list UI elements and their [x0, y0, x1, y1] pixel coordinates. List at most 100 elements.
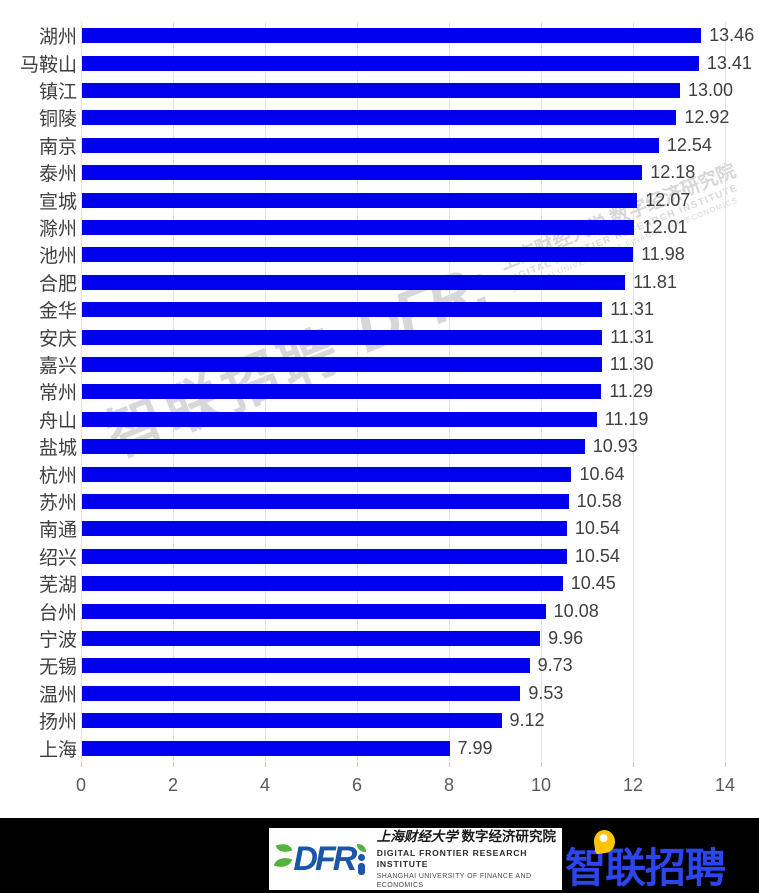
- city-label: 舟山: [38, 410, 77, 432]
- value-label: 11.81: [633, 271, 677, 292]
- value-label: 10.93: [592, 436, 638, 457]
- city-label: 安庆: [38, 328, 77, 350]
- tick-mark: [265, 762, 266, 767]
- bar: [82, 685, 521, 701]
- bar: [82, 28, 702, 44]
- tick-mark: [633, 762, 634, 767]
- city-label: 池州: [38, 246, 77, 268]
- value-label: 9.12: [509, 710, 545, 731]
- bar-row: 常州 11.29: [0, 378, 759, 405]
- city-label: 南京: [38, 136, 77, 158]
- value-label: 13.00: [688, 79, 734, 100]
- bar-row: 杭州 10.64: [0, 460, 759, 487]
- leaf-icon: [275, 840, 293, 856]
- city-label: 温州: [38, 684, 77, 706]
- city-label: 盐城: [38, 438, 77, 460]
- value-label: 11.30: [609, 353, 654, 374]
- city-label: 芜湖: [38, 575, 77, 597]
- dfri-letters: DFR: [293, 839, 357, 878]
- bar-row: 宁波 9.96: [0, 625, 759, 652]
- institute-cn-name: 数字经济研究院: [461, 828, 557, 844]
- bar: [82, 137, 659, 153]
- bar: [82, 493, 569, 509]
- tick-mark: [541, 762, 542, 767]
- bar-row: 泰州 12.18: [0, 159, 759, 186]
- city-label: 台州: [38, 602, 77, 624]
- value-label: 10.54: [574, 545, 620, 566]
- bar-row: 嘉兴 11.30: [0, 351, 759, 378]
- x-axis: 0 2 4 6 8 10 12 14: [0, 762, 759, 807]
- bar: [82, 247, 634, 263]
- bar: [82, 411, 597, 427]
- bar-row: 滁州 12.01: [0, 214, 759, 241]
- bar: [82, 192, 638, 208]
- bar: [82, 274, 626, 290]
- bar: [82, 356, 602, 372]
- city-label: 绍兴: [38, 547, 77, 569]
- value-label: 11.31: [610, 299, 654, 320]
- x-tick-label: 2: [167, 775, 178, 795]
- bar: [82, 219, 635, 235]
- city-label: 镇江: [38, 81, 77, 103]
- bar-row: 扬州 9.12: [0, 707, 759, 734]
- dfri-chinese-name: 上海财经大学 数字经济研究院: [377, 828, 556, 846]
- value-label: 11.31: [610, 326, 654, 347]
- bar-row: 上海 7.99: [0, 734, 759, 761]
- value-label: 10.58: [576, 490, 622, 511]
- bar-row: 池州 11.98: [0, 241, 759, 268]
- bar-row: 南京 12.54: [0, 132, 759, 159]
- value-label: 10.54: [574, 518, 620, 539]
- value-label: 7.99: [457, 737, 493, 758]
- university-cn-name: 上海财经大学: [376, 828, 458, 844]
- x-tick-label: 8: [443, 775, 454, 795]
- bar-icon: [358, 862, 366, 875]
- city-label: 南通: [38, 520, 77, 542]
- tick-mark: [725, 762, 726, 767]
- bar-row: 湖州 13.46: [0, 22, 759, 49]
- dot-icon: [358, 853, 366, 861]
- bar: [82, 82, 680, 98]
- bar: [82, 548, 567, 564]
- city-label: 杭州: [38, 465, 77, 487]
- dfri-text-block: 上海财经大学 数字经济研究院 DIGITAL FRONTIER RESEARCH…: [377, 828, 556, 890]
- bar: [82, 740, 450, 756]
- city-label: 嘉兴: [38, 355, 77, 377]
- gridline: [633, 22, 634, 762]
- bar: [82, 521, 567, 537]
- city-label: 铜陵: [38, 109, 77, 131]
- value-label: 10.45: [570, 573, 616, 594]
- footer-band: DFR 上海财经大学 数字经济研究院 DIGITAL FRONTIER RESE…: [0, 818, 759, 893]
- city-label: 湖州: [38, 27, 77, 49]
- x-tick-label: 10: [530, 775, 552, 795]
- bar-row: 合肥 11.81: [0, 269, 759, 296]
- city-label: 扬州: [38, 712, 77, 734]
- leaf-icon: [357, 843, 367, 852]
- city-label: 马鞍山: [19, 54, 77, 76]
- x-tick-label: 12: [622, 775, 644, 795]
- bar: [82, 439, 585, 455]
- dfri-logo-badge: DFR 上海财经大学 数字经济研究院 DIGITAL FRONTIER RESE…: [269, 828, 562, 890]
- tick-mark: [449, 762, 450, 767]
- bar-row: 盐城 10.93: [0, 433, 759, 460]
- x-tick-label: 14: [714, 775, 736, 795]
- value-label: 12.54: [666, 134, 712, 155]
- bar-row: 安庆 11.31: [0, 323, 759, 350]
- value-label: 11.29: [609, 381, 654, 402]
- x-tick-label: 4: [259, 775, 270, 795]
- value-label: 12.92: [684, 107, 730, 128]
- city-label: 滁州: [38, 218, 77, 240]
- gridline: [725, 22, 726, 762]
- city-label: 合肥: [38, 273, 77, 295]
- value-label: 13.41: [706, 52, 752, 73]
- tick-mark: [173, 762, 174, 767]
- value-label: 9.53: [528, 682, 564, 703]
- city-label: 宣城: [38, 191, 77, 213]
- bar: [82, 110, 677, 126]
- bar: [82, 630, 541, 646]
- value-label: 12.18: [650, 162, 696, 183]
- bar: [82, 329, 603, 345]
- bar-row: 金华 11.31: [0, 296, 759, 323]
- leaf-icon: [273, 855, 293, 870]
- value-label: 12.01: [642, 216, 688, 237]
